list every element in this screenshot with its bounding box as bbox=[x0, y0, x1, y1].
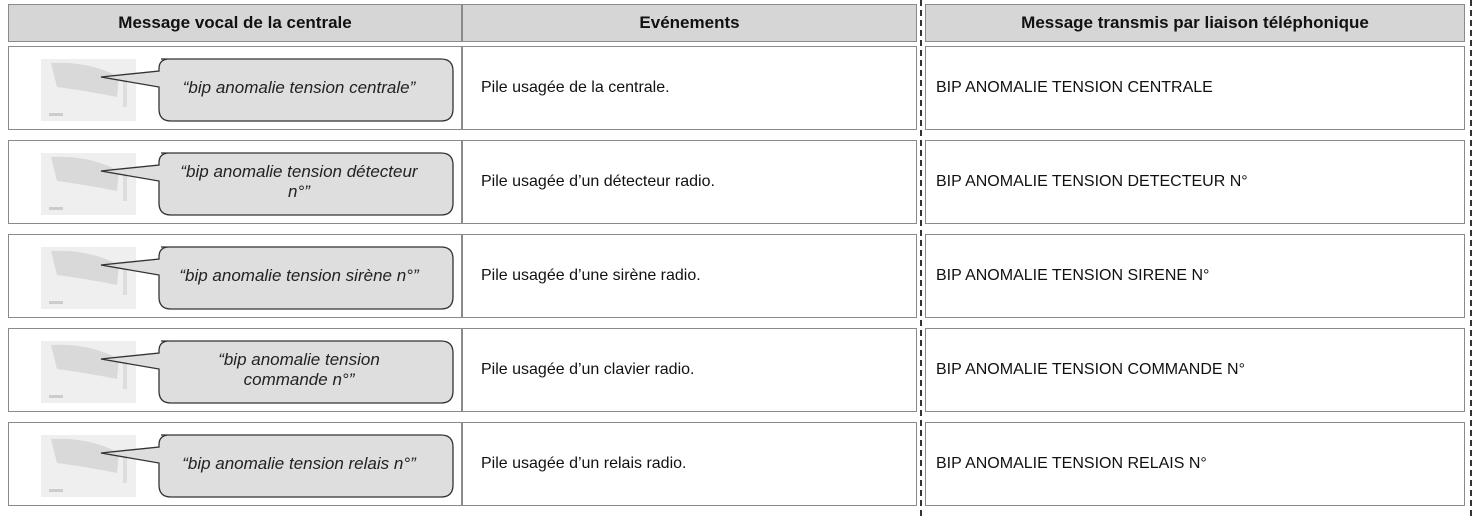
speaker-illustration bbox=[41, 340, 454, 404]
message-cell: BIP ANOMALIE TENSION RELAIS N° bbox=[925, 422, 1465, 506]
voice-message: “bip anomalie tension sirène n°” bbox=[179, 266, 419, 285]
message-cell: BIP ANOMALIE TENSION CENTRALE bbox=[925, 46, 1465, 130]
dashed-separator bbox=[1470, 0, 1472, 516]
voice-cell: “bip anomalie tension détecteur n°” bbox=[8, 140, 462, 224]
voice-message: “bip anomalie tension commande n°” bbox=[218, 350, 380, 389]
speaker-illustration bbox=[41, 152, 454, 216]
event-cell: Pile usagée d’une sirène radio. bbox=[462, 234, 917, 318]
message-cell: BIP ANOMALIE TENSION SIRENE N° bbox=[925, 234, 1465, 318]
header-cell: Evénements bbox=[462, 4, 917, 42]
message-cell: BIP ANOMALIE TENSION DETECTEUR N° bbox=[925, 140, 1465, 224]
voice-message: “bip anomalie tension relais n°” bbox=[182, 454, 416, 473]
voice-cell: “bip anomalie tension centrale” bbox=[8, 46, 462, 130]
event-cell: Pile usagée de la centrale. bbox=[462, 46, 917, 130]
header-cell: Message transmis par liaison téléphoniqu… bbox=[925, 4, 1465, 42]
event-cell: Pile usagée d’un relais radio. bbox=[462, 422, 917, 506]
voice-cell: “bip anomalie tension commande n°” bbox=[8, 328, 462, 412]
voice-cell: “bip anomalie tension sirène n°” bbox=[8, 234, 462, 318]
voice-message: “bip anomalie tension centrale” bbox=[182, 78, 416, 97]
voice-cell: “bip anomalie tension relais n°” bbox=[8, 422, 462, 506]
event-cell: Pile usagée d’un détecteur radio. bbox=[462, 140, 917, 224]
header-cell: Message vocal de la centrale bbox=[8, 4, 462, 42]
voice-message: “bip anomalie tension détecteur n°” bbox=[180, 162, 418, 201]
speaker-illustration bbox=[41, 58, 454, 122]
speaker-illustration bbox=[41, 246, 454, 310]
message-cell: BIP ANOMALIE TENSION COMMANDE N° bbox=[925, 328, 1465, 412]
dashed-separator bbox=[920, 0, 922, 516]
speaker-illustration bbox=[41, 434, 454, 498]
event-cell: Pile usagée d’un clavier radio. bbox=[462, 328, 917, 412]
